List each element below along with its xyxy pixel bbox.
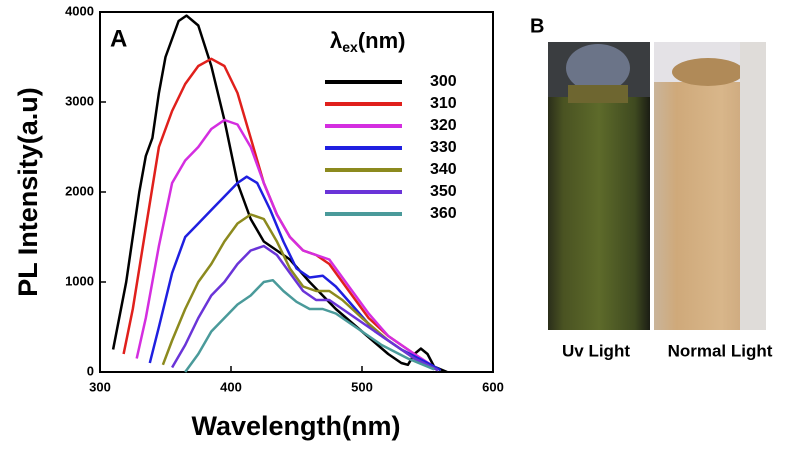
legend-label: 350 <box>430 183 457 200</box>
legend-label: 360 <box>430 205 457 222</box>
spectrum-line <box>184 278 435 373</box>
y-tick-label: 0 <box>87 363 94 378</box>
legend-title-symbol: λ <box>330 28 342 53</box>
y-axis-label: PL Intensity(a.u) <box>13 87 43 297</box>
y-tick-label: 1000 <box>65 273 94 288</box>
legend-label: 300 <box>430 73 457 90</box>
x-tick-label: 300 <box>89 379 111 394</box>
panel-label: B <box>530 15 544 37</box>
y-tick-label: 4000 <box>65 3 94 18</box>
y-tick-label: 2000 <box>65 183 94 198</box>
legend-label: 310 <box>430 95 457 112</box>
normal-light-photo <box>654 42 766 330</box>
panel-label: A <box>110 25 127 52</box>
legend-title-sub: ex <box>342 39 358 55</box>
legend-title-unit: (nm) <box>358 28 406 53</box>
x-tick-label: 400 <box>220 379 242 394</box>
spectrum-line <box>122 57 435 369</box>
x-tick-label: 600 <box>482 379 504 394</box>
y-tick-label: 3000 <box>65 93 94 108</box>
uv-photo <box>548 42 650 330</box>
spectrum-line <box>135 118 439 371</box>
spectrum-line <box>171 244 439 372</box>
legend-label: 320 <box>430 117 457 134</box>
x-axis-label: Wavelength(nm) <box>192 411 401 441</box>
legend-label: 330 <box>430 139 457 156</box>
photo-caption: Uv Light <box>562 341 630 360</box>
photo-caption: Normal Light <box>668 341 773 360</box>
x-tick-label: 500 <box>351 379 373 394</box>
legend-label: 340 <box>430 161 457 178</box>
spectrum-line <box>161 213 439 372</box>
legend-title: λex(nm) <box>330 28 405 55</box>
